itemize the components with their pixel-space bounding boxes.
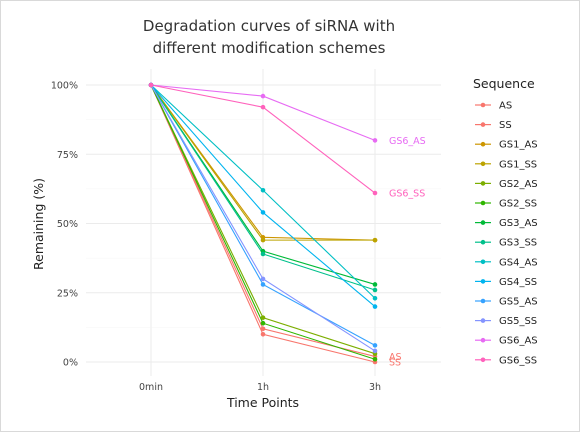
legend-label-gs5-as: GS5_AS — [499, 297, 538, 308]
annotation-as: AS — [389, 352, 402, 363]
data-point-gs5-as — [260, 282, 266, 287]
y-tick-label: 75% — [57, 150, 78, 161]
legend-key-point-gs4-as — [480, 259, 486, 265]
x-tick-label: 3h — [369, 382, 381, 393]
data-point-gs1-ss — [260, 237, 266, 243]
annotation-gs6-as: GS6_AS — [389, 136, 426, 147]
y-axis-label: Remaining (%) — [31, 178, 46, 270]
series-points — [148, 82, 378, 365]
legend-key-point-gs5-ss — [480, 318, 486, 323]
legend-label-gs3-as: GS3_AS — [499, 218, 538, 229]
legend-label-gs4-as: GS4_AS — [499, 257, 538, 268]
legend-label-gs3-ss: GS3_SS — [499, 238, 537, 249]
y-tick-labels: 0% 25% 50% 75% 100% — [51, 81, 78, 369]
chart-title-line-2: different modification schemes — [153, 39, 386, 57]
legend-key-point-gs1-as — [480, 141, 486, 147]
data-point-gs6-as — [260, 93, 266, 99]
data-point-gs1-ss — [372, 237, 378, 243]
legend-key-point-gs5-as — [480, 298, 486, 304]
y-tick-label: 25% — [57, 288, 78, 299]
legend-label-gs1-as: GS1_AS — [499, 140, 538, 151]
legend-label-as: AS — [499, 101, 512, 112]
legend-key-point-gs1-ss — [480, 161, 486, 167]
legend-key-point-gs3-ss — [480, 239, 486, 245]
legend: Sequence AS SS GS1_AS GS1_SS GS2_AS GS2_SS GS3… — [473, 76, 538, 366]
legend-label-ss: SS — [499, 120, 512, 131]
data-point-gs5-as — [372, 343, 378, 348]
data-point-gs6-ss — [260, 104, 266, 110]
data-point-gs6-ss — [372, 190, 378, 196]
data-point-gs4-ss — [372, 304, 378, 309]
data-point-gs3-as — [372, 282, 378, 287]
legend-key-point-gs2-as — [480, 181, 486, 186]
y-tick-label: 50% — [57, 219, 78, 230]
y-tick-label: 100% — [51, 81, 78, 92]
data-point-gs5-ss — [260, 276, 266, 282]
legend-label-gs2-as: GS2_AS — [499, 179, 538, 190]
data-point-gs3-ss — [372, 287, 378, 293]
legend-key-point-gs6-as — [480, 337, 486, 343]
legend-key-point-as — [480, 102, 486, 108]
data-point-gs4-as — [260, 187, 266, 193]
x-axis-label: Time Points — [226, 395, 299, 410]
data-point-gs5-ss — [372, 348, 378, 354]
legend-key-point-gs3-as — [480, 220, 486, 225]
x-tick-label: 0min — [139, 382, 163, 393]
legend-key-point-gs4-ss — [480, 279, 486, 284]
data-point-gs4-as — [372, 295, 378, 301]
data-point-gs2-as — [260, 315, 266, 320]
legend-label-gs4-ss: GS4_SS — [499, 277, 537, 288]
annotation-ss: SS — [389, 358, 401, 369]
legend-label-gs2-ss: GS2_SS — [499, 199, 537, 210]
data-point-gs2-ss — [260, 320, 266, 326]
legend-key-point-ss — [480, 122, 486, 127]
y-tick-label: 0% — [63, 358, 78, 369]
legend-label-gs5-ss: GS5_SS — [499, 316, 537, 327]
data-point-gs6-as — [372, 138, 378, 143]
annotation-gs6-ss: GS6_SS — [389, 189, 425, 200]
legend-key-point-gs2-ss — [480, 200, 486, 206]
legend-label-gs6-ss: GS6_SS — [499, 355, 537, 366]
chart-title-line-1: Degradation curves of siRNA with — [143, 17, 395, 35]
data-point-ss — [260, 332, 266, 337]
x-tick-labels: 0min 1h 3h — [139, 382, 381, 393]
data-point-gs6-ss — [148, 82, 154, 88]
x-tick-label: 1h — [257, 382, 269, 393]
legend-key-point-gs6-ss — [480, 357, 486, 363]
legend-label-gs1-ss: GS1_SS — [499, 159, 537, 170]
data-point-gs2-ss — [372, 356, 378, 362]
legend-label-gs6-as: GS6_AS — [499, 336, 538, 347]
data-point-as — [260, 326, 266, 332]
data-point-gs3-ss — [260, 251, 266, 257]
data-point-gs4-ss — [260, 210, 266, 215]
legend-title: Sequence — [473, 76, 535, 91]
legend-items: AS SS GS1_AS GS1_SS GS2_AS GS2_SS GS3_AS GS3_SS… — [475, 101, 538, 366]
